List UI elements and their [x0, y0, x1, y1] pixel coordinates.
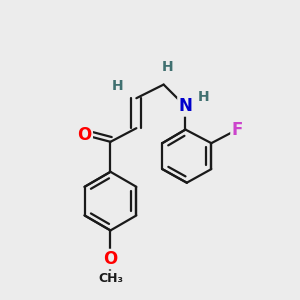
Text: H: H — [112, 79, 123, 93]
Text: F: F — [232, 121, 243, 139]
Text: H: H — [162, 60, 173, 74]
Text: O: O — [77, 126, 92, 144]
Text: O: O — [103, 250, 118, 268]
Text: H: H — [197, 90, 209, 104]
Text: N: N — [178, 98, 192, 116]
Text: CH₃: CH₃ — [98, 272, 123, 285]
